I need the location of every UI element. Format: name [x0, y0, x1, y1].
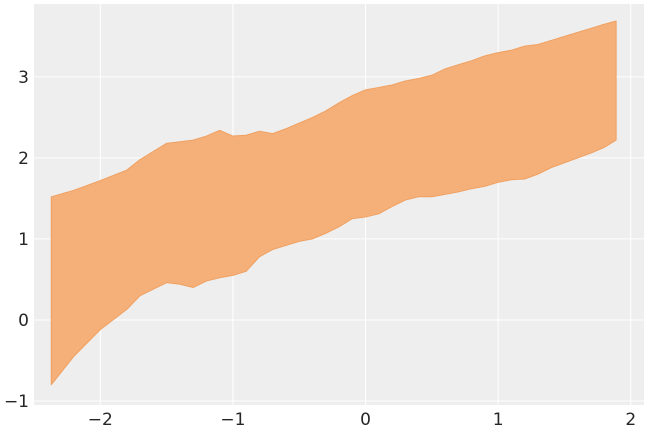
credible-interval-band	[50, 20, 617, 386]
y-tick-label: 3	[18, 68, 29, 88]
x-tick-label: 1	[493, 410, 504, 430]
y-tick-label: 0	[18, 311, 29, 331]
y-axis-ticks: −1 0 1 2 3	[4, 68, 29, 412]
y-tick-label: 2	[18, 149, 29, 169]
x-tick-label: −2	[88, 410, 113, 430]
y-tick-label: −1	[4, 392, 29, 412]
x-tick-label: 0	[360, 410, 371, 430]
x-axis-ticks: −2 −1 0 1 2	[88, 410, 636, 430]
y-tick-label: 1	[18, 230, 29, 250]
x-tick-label: 2	[625, 410, 636, 430]
x-tick-label: −1	[220, 410, 245, 430]
